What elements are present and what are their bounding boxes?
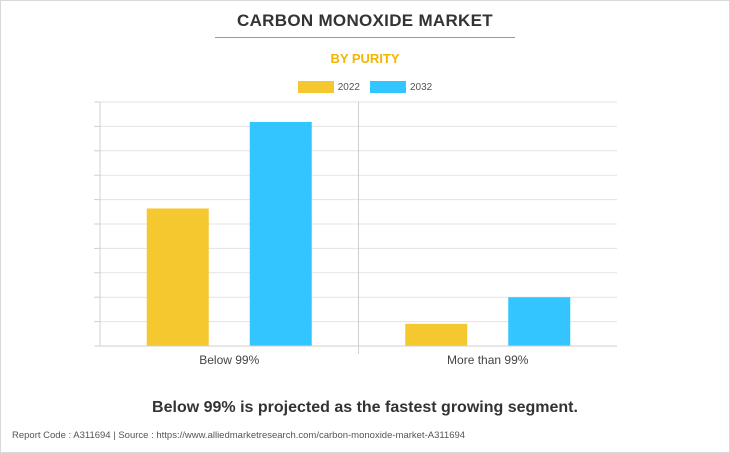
chart-legend: 2022 2032: [0, 80, 730, 94]
bar-2032-below-99-: [249, 121, 312, 346]
bar-2022-below-99-: [146, 208, 209, 346]
legend-label-2032: 2032: [410, 81, 433, 93]
legend-item-2032[interactable]: 2032: [370, 81, 432, 93]
x-tick-label: More than 99%: [447, 353, 529, 367]
bar-2032-more-than-99-: [508, 297, 571, 346]
legend-swatch-2032: [370, 81, 406, 93]
bar-2022-more-than-99-: [405, 323, 468, 346]
x-tick-label: Below 99%: [199, 353, 259, 367]
legend-label-2022: 2022: [337, 81, 360, 93]
legend-swatch-2022: [297, 81, 334, 93]
chart-takeaway: Below 99% is projected as the fastest gr…: [152, 399, 578, 416]
chart-title: CARBON MONOXIDE MARKET: [237, 11, 493, 30]
chart-subtitle: BY PURITY: [330, 51, 400, 66]
legend-item-2022[interactable]: 2022: [297, 81, 360, 93]
bar-chart: Below 99% More than 99%: [94, 101, 617, 367]
report-source-footer: Report Code : A311694 | Source : https:/…: [12, 430, 466, 441]
title-divider: [215, 37, 515, 38]
